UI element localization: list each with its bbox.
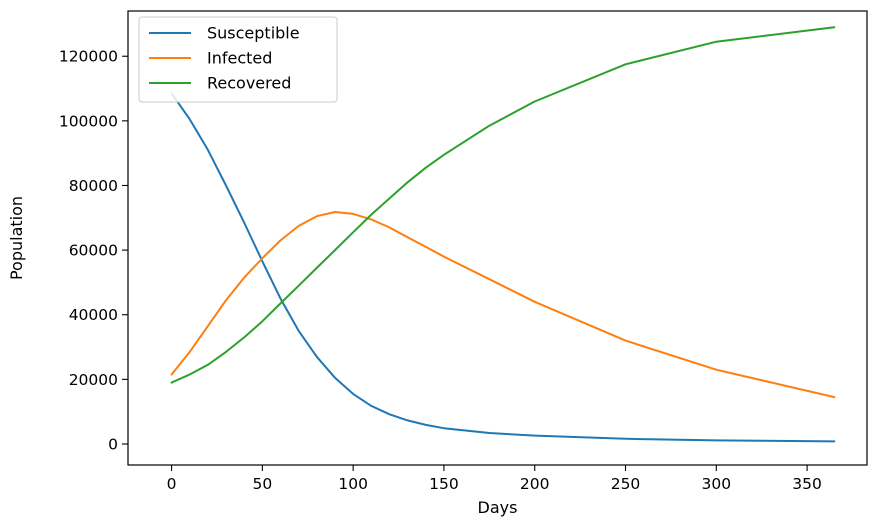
recovered-line [170,26,836,384]
legend-label-susceptible: Susceptible [207,24,300,43]
x-tick-label: 350 [792,475,822,493]
infected-line [170,211,836,399]
y-tick-label: 40000 [69,306,118,324]
plot-frame [127,10,868,466]
x-axis-label: Days [478,498,518,517]
x-tick-label: 250 [611,475,641,493]
y-tick-label: 20000 [69,371,118,389]
x-tick-label: 150 [429,475,459,493]
legend-label-infected: Infected [207,49,272,68]
legend-label-recovered: Recovered [207,74,291,93]
susceptible-line [170,92,836,443]
x-tick-label: 300 [701,475,731,493]
y-tick-label: 120000 [59,48,118,66]
legend: Susceptible Infected Recovered [138,16,338,103]
y-tick-label: 100000 [59,112,118,130]
x-tick-label: 100 [338,475,368,493]
y-axis-label: Population [7,196,26,280]
legend-box [138,16,338,103]
y-tick-label: 60000 [69,242,118,260]
x-tick-label: 50 [252,475,272,493]
y-tick-label: 0 [108,435,118,453]
y-tick-label: 80000 [69,177,118,195]
x-tick-label: 0 [167,475,177,493]
x-tick-label: 200 [520,475,550,493]
